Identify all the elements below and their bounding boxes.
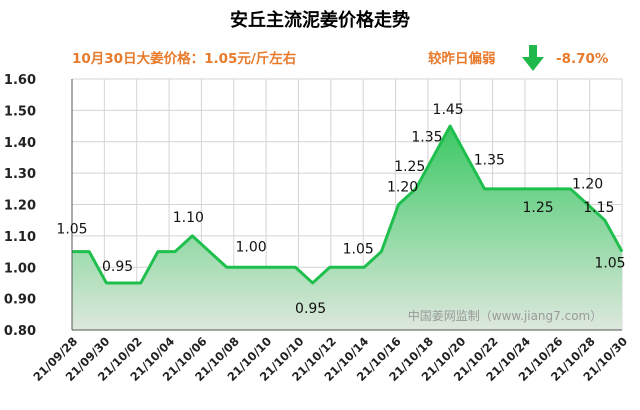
subtitle-trend: 较昨日偏弱 — [428, 50, 496, 67]
watermark: 中国姜网监制（www.jiang7.com） — [408, 308, 602, 323]
data-label: 0.95 — [102, 259, 133, 275]
price-line — [72, 124, 624, 285]
data-label: 1.45 — [433, 102, 464, 118]
data-label: 1.05 — [343, 241, 374, 257]
price-area — [72, 124, 624, 330]
chart-title: 安丘主流泥姜价格走势 — [230, 9, 410, 31]
y-tick-label: 1.00 — [4, 261, 36, 276]
y-tick-label: 1.20 — [4, 199, 36, 214]
data-label: 1.35 — [411, 129, 442, 145]
data-label: 0.95 — [295, 301, 326, 317]
data-label: 1.00 — [235, 239, 266, 255]
data-label: 1.10 — [173, 210, 204, 226]
y-tick-labels: 0.80 0.90 1.00 1.10 1.20 1.30 1.40 1.50 1.60 — [4, 73, 36, 339]
data-label: 1.20 — [387, 180, 418, 196]
data-label: 1.05 — [56, 222, 87, 238]
data-label: 1.25 — [394, 159, 425, 175]
data-labels: 1.05 0.95 1.10 1.00 0.95 1.05 1.20 1.25 1.35 1.45… — [56, 102, 625, 317]
data-label: 1.35 — [474, 152, 505, 168]
data-label: 1.20 — [572, 177, 603, 193]
y-tick-label: 1.60 — [4, 73, 36, 88]
axes — [71, 79, 622, 331]
y-tick-label: 1.50 — [4, 104, 36, 119]
x-tick-labels: 21/09/2821/09/3021/10/0221/10/0421/10/06… — [30, 334, 630, 384]
area-fill — [72, 126, 622, 330]
y-tick-label: 0.90 — [4, 293, 36, 308]
subtitle-price: 10月30日大姜价格：1.05元/斤左右 — [72, 50, 296, 67]
data-label: 1.25 — [522, 200, 553, 216]
data-label: 1.05 — [594, 256, 625, 272]
data-label: 1.15 — [583, 200, 614, 216]
change-percent: -8.70% — [556, 51, 609, 67]
y-tick-label: 0.80 — [4, 324, 36, 339]
y-tick-label: 1.10 — [4, 230, 36, 245]
y-tick-label: 1.40 — [4, 136, 36, 151]
down-arrow-icon — [522, 45, 544, 71]
y-tick-label: 1.30 — [4, 167, 36, 182]
